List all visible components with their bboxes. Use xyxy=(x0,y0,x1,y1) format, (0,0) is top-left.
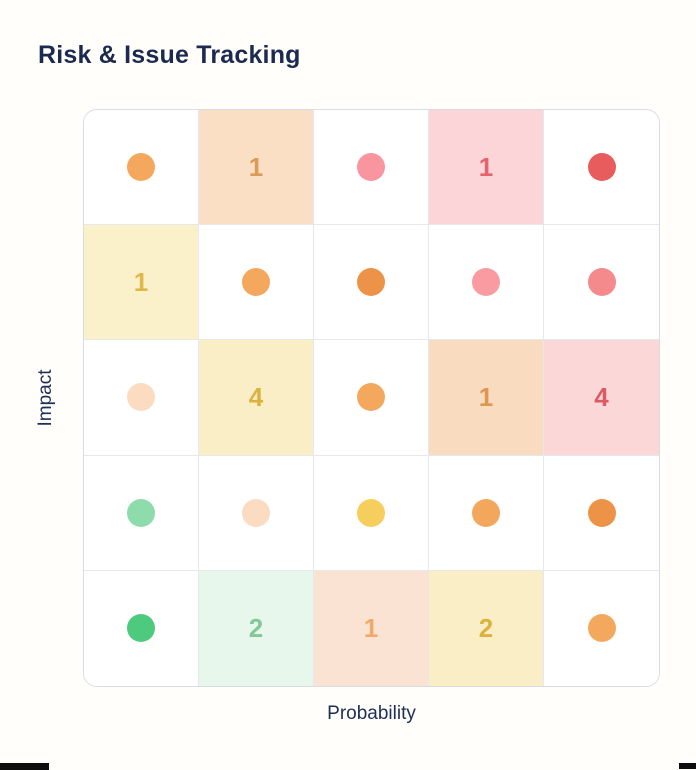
risk-dot-icon xyxy=(127,383,155,412)
matrix-cell-r5-c5[interactable] xyxy=(544,570,659,686)
risk-dot-icon xyxy=(242,268,270,297)
matrix-cell-r5-c2[interactable]: 2 xyxy=(199,570,314,686)
matrix-cell-r3-c2[interactable]: 4 xyxy=(199,340,314,456)
y-axis-label: Impact xyxy=(35,369,56,427)
matrix-cell-r5-c4[interactable]: 2 xyxy=(429,570,544,686)
matrix-cell-r2-c4[interactable] xyxy=(429,225,544,341)
risk-count: 4 xyxy=(248,382,264,413)
risk-dot-icon xyxy=(587,153,616,182)
risk-matrix: 1 1 1 4 1 4 2 1 2 xyxy=(83,109,660,687)
matrix-cell-r2-c5[interactable] xyxy=(544,225,659,341)
risk-count: 1 xyxy=(363,613,379,644)
risk-dot-icon xyxy=(587,498,616,527)
matrix-cell-r5-c3[interactable]: 1 xyxy=(314,570,429,686)
risk-count: 4 xyxy=(594,382,609,413)
matrix-cell-r1-c1[interactable] xyxy=(84,110,199,226)
risk-dot-icon xyxy=(127,153,155,182)
matrix-cell-r4-c5[interactable] xyxy=(544,455,659,571)
risk-dot-icon xyxy=(242,498,270,527)
risk-dot-icon xyxy=(357,383,385,412)
risk-dot-icon xyxy=(127,498,155,527)
matrix-cell-r4-c3[interactable] xyxy=(314,455,429,571)
risk-dot-icon xyxy=(587,268,616,297)
page-title: Risk & Issue Tracking xyxy=(38,41,301,69)
matrix-cell-r1-c2[interactable]: 1 xyxy=(199,110,314,226)
risk-count: 2 xyxy=(478,613,494,644)
matrix-cell-r5-c1[interactable] xyxy=(84,570,199,686)
matrix-cell-r4-c2[interactable] xyxy=(199,455,314,571)
risk-dot-icon xyxy=(587,614,616,643)
matrix-cell-r1-c5[interactable] xyxy=(544,110,659,226)
risk-dot-icon xyxy=(472,498,500,527)
matrix-cell-r1-c3[interactable] xyxy=(314,110,429,226)
matrix-cell-r3-c5[interactable]: 4 xyxy=(544,340,659,456)
matrix-cell-r2-c2[interactable] xyxy=(199,225,314,341)
matrix-cell-r2-c1[interactable]: 1 xyxy=(84,225,199,341)
matrix-cell-r4-c1[interactable] xyxy=(84,455,199,571)
matrix-cell-r2-c3[interactable] xyxy=(314,225,429,341)
risk-matrix-grid: 1 1 1 4 1 4 2 1 2 xyxy=(83,109,660,687)
risk-dot-icon xyxy=(472,268,500,297)
cropped-element-bottom-right xyxy=(679,763,696,769)
matrix-cell-r3-c3[interactable] xyxy=(314,340,429,456)
matrix-cell-r4-c4[interactable] xyxy=(429,455,544,571)
x-axis-label: Probability xyxy=(327,703,416,724)
risk-count: 1 xyxy=(248,152,264,183)
matrix-cell-r1-c4[interactable]: 1 xyxy=(429,110,544,226)
risk-dot-icon xyxy=(357,153,385,182)
risk-dot-icon xyxy=(127,614,155,643)
risk-count: 1 xyxy=(478,382,494,413)
risk-count: 2 xyxy=(248,613,264,644)
matrix-cell-r3-c4[interactable]: 1 xyxy=(429,340,544,456)
cropped-element-bottom-left xyxy=(0,763,49,770)
risk-dot-icon xyxy=(357,498,385,527)
risk-count: 1 xyxy=(478,152,494,183)
matrix-cell-r3-c1[interactable] xyxy=(84,340,199,456)
risk-dot-icon xyxy=(357,268,385,297)
risk-count: 1 xyxy=(133,267,149,298)
